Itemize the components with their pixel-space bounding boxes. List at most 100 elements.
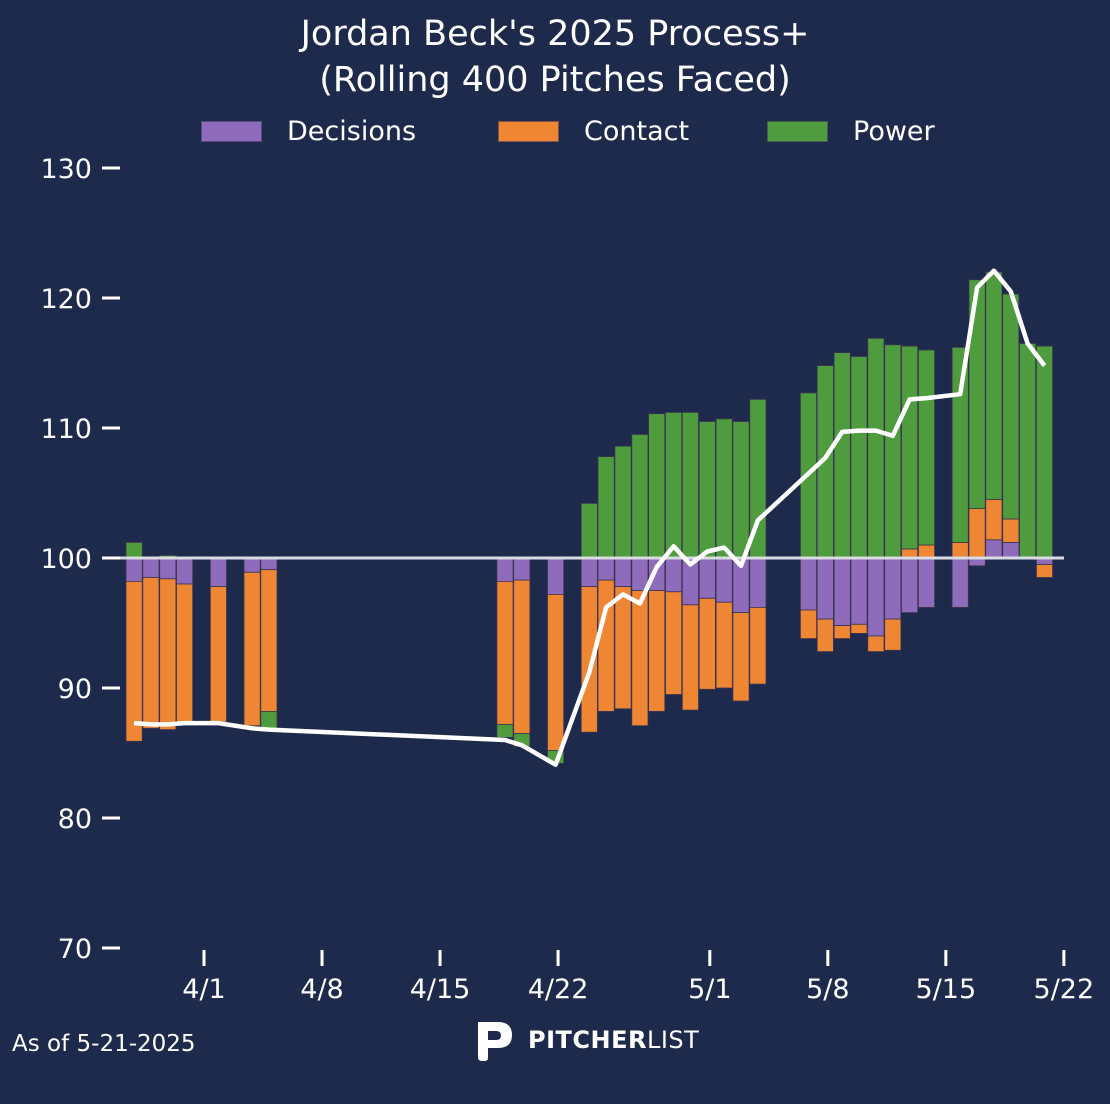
bar-power-4-24 (580, 502, 598, 559)
as-of-date: As of 5-21-2025 (12, 1031, 196, 1057)
x-tick-label: 4/1 (182, 974, 225, 1005)
legend-item-contact: Contact (498, 114, 689, 148)
bar-decisions-5-18 (985, 539, 1003, 559)
bar-contact-4-20 (513, 579, 531, 734)
bar-contact-5-1 (698, 597, 716, 690)
bar-contact-4-2 (209, 586, 227, 723)
bar-contact-4-25 (597, 579, 615, 712)
bar-contact-4-28 (648, 590, 666, 712)
x-tick-label: 5/22 (1034, 974, 1095, 1005)
bar-decisions-5-13 (901, 557, 919, 613)
bar-power-4-30 (681, 411, 699, 559)
process-plus-line-group (133, 268, 1047, 767)
bar-decisions-4-19 (496, 557, 514, 582)
bar-decisions-3-30 (159, 557, 177, 580)
legend-item-decisions: Decisions (201, 114, 416, 148)
bar-decisions-4-2 (209, 557, 227, 588)
bar-contact-5-3 (732, 612, 750, 702)
pitcherlist-p-icon (478, 1022, 512, 1061)
bar-contact-5-21 (1036, 564, 1054, 578)
bar-power-4-5 (260, 711, 278, 729)
bar-power-4-29 (665, 411, 683, 559)
logo-text-light: LIST (646, 1026, 700, 1054)
y-tick-label: 80 (58, 804, 92, 835)
bar-contact-4-29 (665, 591, 683, 695)
bar-contact-4-19 (496, 581, 514, 725)
bar-decisions-3-31 (176, 557, 194, 585)
bar-contact-3-28 (125, 581, 143, 742)
bar-contact-5-10 (850, 623, 868, 634)
bar-contact-3-30 (159, 578, 177, 730)
x-tick-label: 5/8 (806, 974, 849, 1005)
bar-decisions-5-8 (816, 557, 834, 620)
y-tick-label: 100 (40, 544, 92, 575)
bars-group (125, 271, 1054, 764)
legend-item-power: Power (767, 114, 935, 148)
bar-power-3-28 (125, 542, 143, 559)
bar-decisions-5-14 (918, 557, 936, 608)
bar-decisions-4-24 (580, 557, 598, 588)
y-tick-label: 90 (58, 674, 92, 705)
bar-power-5-11 (867, 337, 885, 559)
bar-power-5-2 (715, 418, 733, 559)
bar-decisions-4-29 (665, 557, 683, 593)
bar-power-5-12 (884, 344, 902, 559)
bar-decisions-5-1 (698, 557, 716, 599)
bar-decisions-3-29 (142, 557, 160, 578)
bar-power-5-14 (918, 349, 936, 546)
bar-power-4-19 (496, 724, 514, 738)
bar-contact-4-30 (681, 604, 699, 711)
bar-power-5-3 (732, 421, 750, 559)
bar-power-4-28 (648, 413, 666, 559)
y-tick-label: 120 (40, 284, 92, 315)
y-tick-label: 130 (40, 154, 92, 185)
bar-contact-5-14 (918, 544, 936, 559)
legend-label-decisions: Decisions (287, 115, 417, 147)
bar-contact-4-26 (614, 586, 632, 710)
bar-decisions-4-4 (243, 557, 261, 573)
x-tick-label: 5/15 (916, 974, 977, 1005)
bar-decisions-4-22 (547, 557, 565, 595)
bar-contact-4-5 (260, 569, 278, 712)
bar-decisions-3-28 (125, 557, 143, 582)
x-tick-label: 4/22 (528, 974, 589, 1005)
bar-decisions-5-12 (884, 557, 902, 620)
bar-decisions-5-10 (850, 557, 868, 625)
bar-contact-5-19 (1002, 518, 1020, 543)
bar-power-5-20 (1019, 343, 1037, 559)
legend-label-power: Power (853, 115, 935, 147)
bar-contact-5-7 (800, 609, 818, 640)
bar-decisions-5-2 (715, 557, 733, 603)
bar-decisions-4-5 (260, 557, 278, 571)
bar-contact-3-29 (142, 577, 160, 729)
legend-swatch-contact (498, 120, 559, 142)
bar-power-5-9 (833, 352, 851, 559)
bar-contact-4-4 (243, 571, 261, 727)
x-tick-label: 5/1 (688, 974, 731, 1005)
process-plus-line (133, 268, 1047, 767)
chart-title: Jordan Beck's 2025 Process+ (300, 14, 810, 54)
bar-decisions-5-11 (867, 557, 885, 637)
bar-power-5-1 (698, 421, 716, 559)
bar-contact-5-17 (968, 508, 986, 559)
x-tick-label: 4/8 (300, 974, 343, 1005)
bar-power-5-17 (968, 279, 986, 509)
bar-contact-4-24 (580, 586, 598, 733)
bar-decisions-4-25 (597, 557, 615, 581)
legend-label-contact: Contact (584, 115, 690, 147)
bar-contact-5-4 (749, 607, 767, 685)
bar-power-5-10 (850, 356, 868, 559)
legend-swatch-decisions (201, 120, 262, 142)
bar-decisions-5-7 (800, 557, 818, 611)
bar-contact-5-9 (833, 625, 851, 639)
chart-plot: 70 80 90 100 110 120 130 4/1 4/8 4/15 4/22 5/1 5/8 5… (40, 154, 1094, 1005)
bar-decisions-5-9 (833, 557, 851, 626)
x-tick-label: 4/15 (410, 974, 471, 1005)
legend-swatch-power (767, 120, 828, 142)
y-tick-label: 70 (58, 934, 92, 965)
bar-decisions-4-20 (513, 557, 531, 581)
bar-power-4-26 (614, 445, 632, 559)
bar-contact-3-31 (176, 583, 194, 723)
x-axis: 4/1 4/8 4/15 4/22 5/1 5/8 5/15 5/22 (182, 950, 1094, 1005)
bar-contact-4-22 (547, 594, 565, 751)
